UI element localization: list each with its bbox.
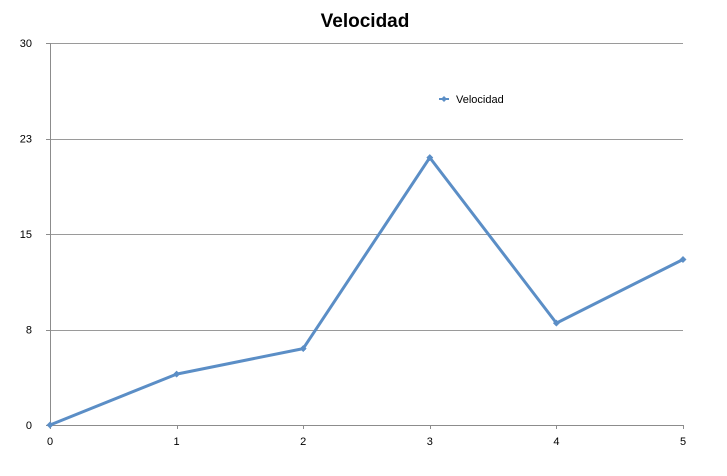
series-layer [46, 154, 687, 429]
x-tick-label: 3 [427, 436, 433, 448]
x-tick-label: 5 [680, 436, 686, 448]
axes [46, 43, 684, 429]
data-point-marker [299, 345, 307, 353]
x-tick-label: 0 [47, 436, 53, 448]
legend: Velocidad [439, 94, 504, 106]
legend-marker-swatch [441, 96, 447, 102]
legend-label: Velocidad [456, 94, 504, 106]
data-point-marker [426, 154, 434, 162]
y-tick-label: 15 [20, 229, 32, 241]
y-tick-label: 23 [20, 134, 32, 146]
y-tick-label: 8 [26, 325, 32, 337]
y-tick-label: 30 [20, 38, 32, 50]
y-axis-tick-labels: 0 8 15 23 30 [20, 38, 32, 432]
y-tick-label: 0 [26, 420, 32, 432]
series-line [48, 156, 685, 427]
gridlines [50, 43, 683, 331]
data-point-marker [552, 319, 560, 327]
data-point-marker [173, 370, 181, 378]
x-tick-label: 4 [553, 436, 559, 448]
x-tick-label: 2 [300, 436, 306, 448]
data-point-marker [46, 421, 54, 429]
series-velocidad [46, 154, 687, 429]
x-tick-label: 1 [174, 436, 180, 448]
chart-title: Velocidad [321, 11, 410, 32]
x-axis-tick-labels: 0 1 2 3 4 5 [47, 436, 686, 448]
data-point-marker [679, 255, 687, 264]
